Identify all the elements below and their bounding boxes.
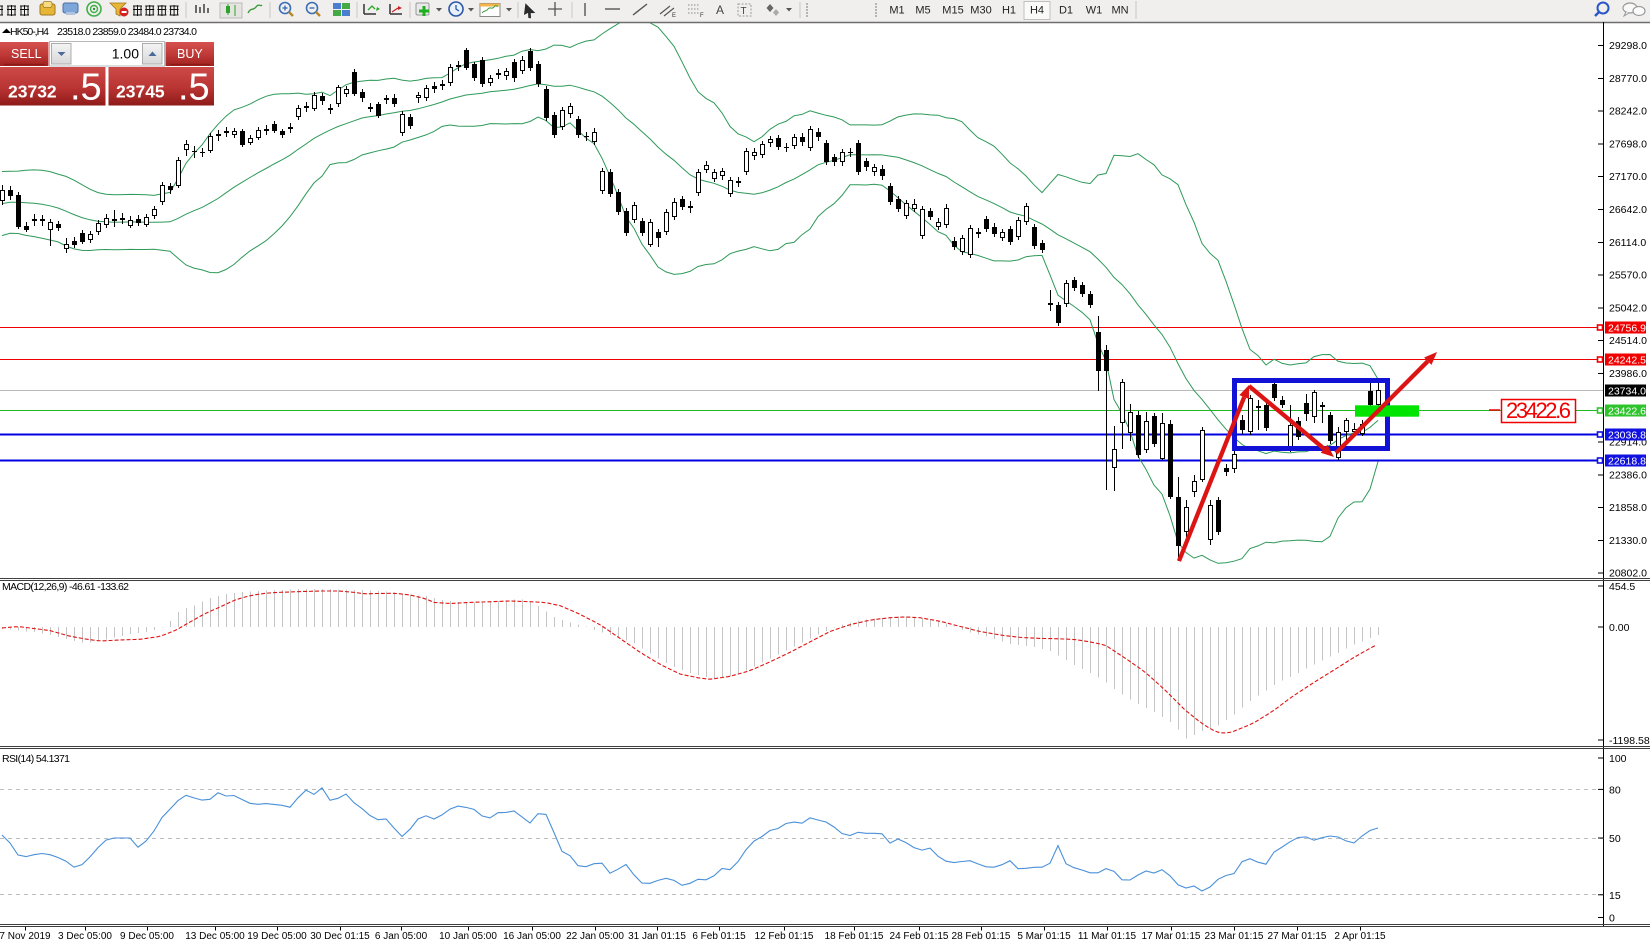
svg-text:2 Apr 01:15: 2 Apr 01:15 [1334,931,1386,942]
svg-text:80: 80 [1609,784,1621,796]
svg-text:24 Feb 01:15: 24 Feb 01:15 [890,931,949,942]
svg-text:24756.9: 24756.9 [1608,323,1646,335]
svg-text:23422.6: 23422.6 [1608,406,1646,418]
svg-text:5 Mar 01:15: 5 Mar 01:15 [1017,931,1071,942]
svg-text:26642.0: 26642.0 [1609,204,1647,216]
svg-text:6 Feb 01:15: 6 Feb 01:15 [692,931,746,942]
svg-text:28242.0: 28242.0 [1609,106,1647,118]
svg-text:12 Feb 01:15: 12 Feb 01:15 [755,931,814,942]
svg-text:21858.0: 21858.0 [1609,502,1647,514]
svg-text:23734.0: 23734.0 [1608,386,1646,398]
svg-text:10 Jan 05:00: 10 Jan 05:00 [439,931,497,942]
svg-text:.5: .5 [178,67,210,109]
svg-text:23036.8: 23036.8 [1608,430,1646,442]
svg-text:T: T [741,6,747,17]
svg-text:BUY: BUY [177,47,203,61]
svg-text:0: 0 [1609,913,1615,925]
svg-text:100: 100 [1609,753,1627,765]
svg-text:7 Nov 2019: 7 Nov 2019 [0,931,51,942]
svg-text:D1: D1 [1059,5,1073,17]
svg-text:M30: M30 [970,5,991,17]
svg-text:16 Jan 05:00: 16 Jan 05:00 [503,931,561,942]
svg-text:20802.0: 20802.0 [1609,568,1647,580]
svg-text:23745: 23745 [116,82,165,102]
svg-text:23986.0: 23986.0 [1609,368,1647,380]
svg-text:24242.5: 24242.5 [1608,355,1646,367]
svg-text:M1: M1 [889,5,904,17]
svg-text:27698.0: 27698.0 [1609,138,1647,150]
svg-text:RSI(14) 54.1371: RSI(14) 54.1371 [2,753,70,765]
svg-text:26114.0: 26114.0 [1609,237,1646,249]
svg-text:11 Mar 01:15: 11 Mar 01:15 [1078,931,1137,942]
svg-text:25042.0: 25042.0 [1609,302,1647,314]
svg-text:25570.0: 25570.0 [1609,270,1647,282]
svg-text:MACD(12,26,9) -46.61 -133.62: MACD(12,26,9) -46.61 -133.62 [2,581,129,593]
svg-text:19 Dec 05:00: 19 Dec 05:00 [247,931,307,942]
svg-text:M15: M15 [942,5,963,17]
svg-text:28770.0: 28770.0 [1609,73,1647,85]
svg-text:29298.0: 29298.0 [1609,40,1647,52]
svg-text:27170.0: 27170.0 [1609,171,1647,183]
svg-text:H1: H1 [1002,5,1016,17]
svg-text:H4: H4 [1030,5,1044,17]
svg-text:24514.0: 24514.0 [1609,335,1647,347]
svg-text:HK50-,H4: HK50-,H4 [10,26,49,38]
svg-text:21330.0: 21330.0 [1609,535,1647,547]
svg-text:22618.8: 22618.8 [1608,456,1646,468]
svg-text:23732: 23732 [8,82,57,102]
svg-text:22386.0: 22386.0 [1609,469,1647,481]
svg-text:23 Mar 01:15: 23 Mar 01:15 [1205,931,1264,942]
svg-text:F: F [700,13,704,19]
svg-text:MN: MN [1111,5,1128,17]
svg-text:9 Dec 05:00: 9 Dec 05:00 [120,931,174,942]
svg-text:E: E [672,13,676,19]
svg-text:18 Feb 01:15: 18 Feb 01:15 [825,931,884,942]
svg-text:23518.0 23859.0 23484.0 23734.: 23518.0 23859.0 23484.0 23734.0 [57,26,197,38]
svg-text:27 Mar 01:15: 27 Mar 01:15 [1268,931,1327,942]
svg-text:.5: .5 [70,67,102,109]
svg-text:-1198.58: -1198.58 [1609,735,1650,747]
svg-text:22 Jan 05:00: 22 Jan 05:00 [566,931,624,942]
svg-text:30 Dec 01:15: 30 Dec 01:15 [310,931,370,942]
svg-text:3 Dec 05:00: 3 Dec 05:00 [58,931,112,942]
svg-text:M5: M5 [915,5,930,17]
svg-text:31 Jan 01:15: 31 Jan 01:15 [628,931,686,942]
svg-text:6 Jan 05:00: 6 Jan 05:00 [375,931,428,942]
svg-text:13 Dec 05:00: 13 Dec 05:00 [185,931,245,942]
svg-text:23422.6: 23422.6 [1506,398,1571,423]
svg-text:17 Mar 01:15: 17 Mar 01:15 [1142,931,1201,942]
svg-text:0.00: 0.00 [1609,622,1630,634]
svg-text:W1: W1 [1086,5,1103,17]
svg-text:1.00: 1.00 [112,46,139,62]
svg-text:50: 50 [1609,833,1621,845]
svg-text:A: A [716,3,724,17]
svg-text:454.5: 454.5 [1609,581,1635,593]
svg-text:SELL: SELL [11,47,42,61]
svg-text:15: 15 [1609,890,1621,902]
svg-text:28 Feb 01:15: 28 Feb 01:15 [952,931,1011,942]
